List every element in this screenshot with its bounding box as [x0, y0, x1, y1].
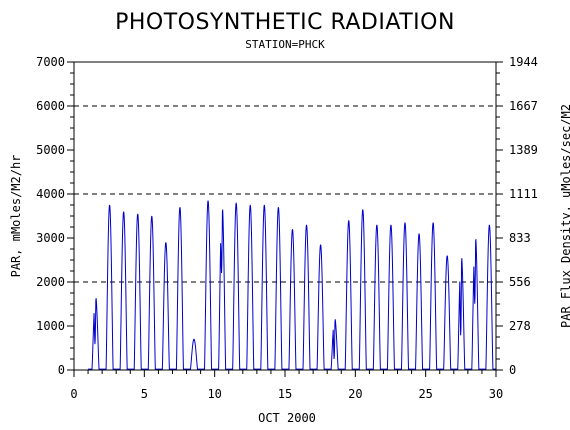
- daily-par-curve: [144, 215, 159, 370]
- daily-par-curve: [256, 204, 271, 370]
- y-axis-right: 0 278 556 833 1111 1389 1667 1944: [496, 55, 538, 377]
- daily-par-curve: [228, 202, 243, 370]
- daily-par-curve: [383, 224, 398, 370]
- daily-par-curve: [327, 319, 342, 370]
- daily-par-curve: [355, 209, 370, 370]
- x-tick-label: 15: [278, 387, 292, 401]
- y-tick-label: 1000: [36, 319, 65, 333]
- daily-par-curve: [158, 242, 173, 370]
- daily-par-curve: [116, 211, 131, 370]
- y2-tick-label: 1111: [509, 187, 538, 201]
- chart-title: PHOTOSYNTHETIC RADIATION: [115, 10, 455, 35]
- daily-par-curve: [200, 200, 215, 370]
- y-axis-label: PAR, mMoles/M2/hr: [9, 155, 23, 278]
- daily-par-curve: [130, 213, 145, 370]
- daily-par-curve: [172, 207, 187, 370]
- x-axis: 0 5 10 15 20 25 30: [70, 370, 503, 401]
- x-tick-label: 0: [70, 387, 77, 401]
- daily-par-curve: [453, 258, 468, 370]
- y2-axis-label: PAR Flux Density, uMoles/sec/M2: [559, 104, 570, 328]
- x-tick-label: 20: [348, 387, 362, 401]
- x-axis-label: OCT 2000: [258, 411, 316, 425]
- daily-par-curve: [439, 255, 454, 370]
- daily-par-curve: [467, 239, 482, 370]
- x-tick-label: 30: [489, 387, 503, 401]
- y2-tick-label: 833: [509, 231, 531, 245]
- series-group: [88, 200, 496, 370]
- y2-tick-label: 1944: [509, 55, 538, 69]
- y2-tick-label: 1389: [509, 143, 538, 157]
- y-tick-label: 4000: [36, 187, 65, 201]
- daily-par-curve: [186, 338, 201, 370]
- y-tick-label: 0: [58, 363, 65, 377]
- daily-par-curve: [425, 222, 440, 370]
- daily-par-curve: [242, 204, 257, 370]
- daily-par-curve: [88, 298, 103, 370]
- y2-tick-label: 556: [509, 275, 531, 289]
- daily-par-curve: [481, 224, 496, 370]
- x-tick-label: 25: [418, 387, 432, 401]
- daily-par-curve: [270, 207, 285, 370]
- y2-tick-label: 0: [509, 363, 516, 377]
- y-tick-label: 3000: [36, 231, 65, 245]
- daily-par-curve: [285, 229, 300, 370]
- daily-par-curve: [313, 244, 328, 370]
- x-tick-label: 10: [207, 387, 221, 401]
- daily-par-curve: [411, 233, 426, 370]
- y2-tick-label: 1667: [509, 99, 538, 113]
- y-tick-label: 5000: [36, 143, 65, 157]
- daily-par-curve: [102, 204, 117, 370]
- y-tick-label: 6000: [36, 99, 65, 113]
- chart-subtitle: STATION=PHCK: [245, 38, 325, 51]
- daily-par-curve: [299, 224, 314, 370]
- y-tick-label: 2000: [36, 275, 65, 289]
- reference-lines: [74, 105, 496, 283]
- daily-par-curve: [397, 222, 412, 370]
- y-tick-label: 7000: [36, 55, 65, 69]
- x-tick-label: 5: [141, 387, 148, 401]
- daily-par-curve: [341, 220, 356, 370]
- daily-par-curve: [214, 209, 229, 370]
- y-axis-left: 0 1000 2000 3000 4000 5000 6000 7000: [36, 55, 74, 377]
- y2-tick-label: 278: [509, 319, 531, 333]
- daily-par-curve: [369, 224, 384, 370]
